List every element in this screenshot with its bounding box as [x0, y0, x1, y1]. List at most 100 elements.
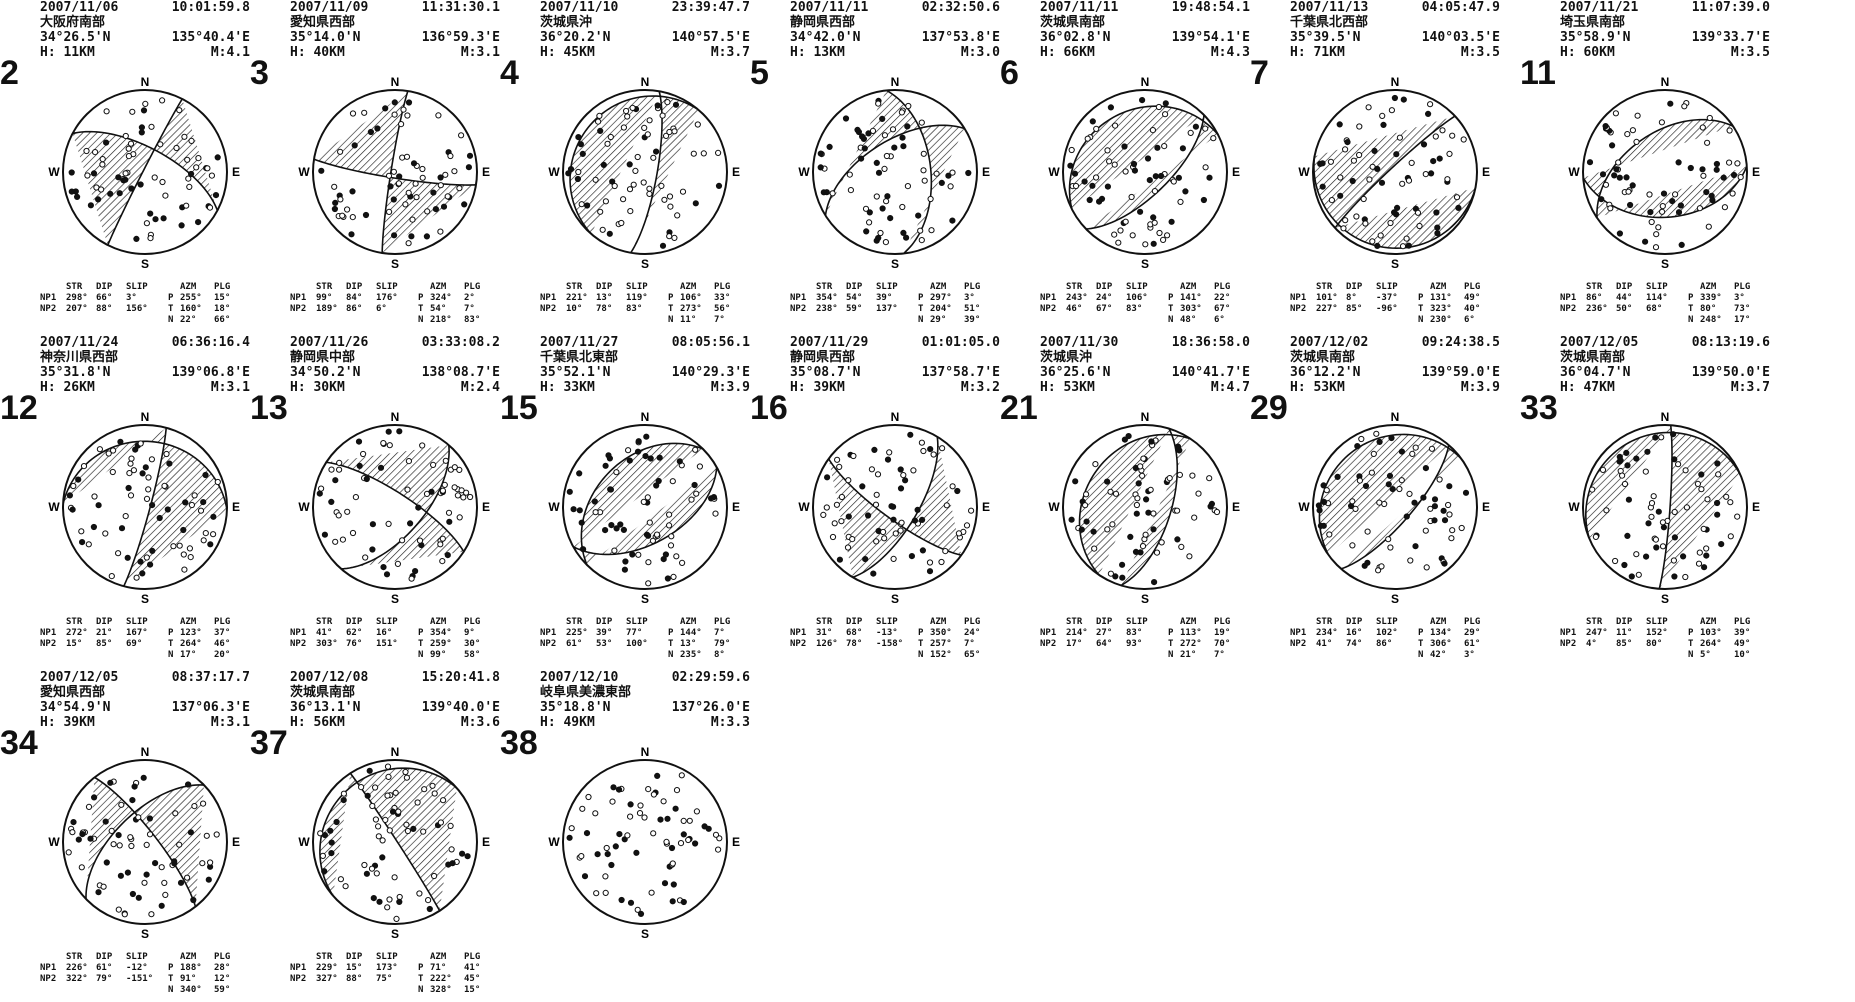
slip-header: SLIP	[876, 282, 898, 292]
compression-mark	[1714, 511, 1721, 518]
focal-sphere: NSW E	[298, 75, 490, 271]
dilatation-mark	[579, 805, 586, 812]
dilatation-mark	[1376, 499, 1383, 506]
dilatation-mark	[949, 169, 956, 176]
dilatation-mark	[693, 490, 700, 497]
np1-label: NP1	[1560, 628, 1577, 638]
p-azimuth: 339°	[1700, 293, 1722, 303]
compression-mark	[1374, 165, 1381, 173]
dilatation-mark	[404, 486, 411, 493]
compression-mark	[380, 564, 387, 571]
n-azimuth: 340°	[180, 985, 202, 995]
dilatation-mark	[1139, 543, 1147, 550]
compression-mark	[1371, 147, 1378, 155]
p-axis-label: P	[668, 293, 674, 303]
compression-mark	[1420, 494, 1427, 501]
dilatation-mark	[1176, 471, 1183, 479]
nodal-plane-1	[72, 130, 219, 211]
plg-header: PLG	[214, 952, 231, 962]
dilatation-mark	[669, 860, 676, 867]
compression-mark	[691, 481, 698, 489]
north-label: N	[891, 75, 900, 89]
east-label: E	[1232, 165, 1240, 179]
dilatation-mark	[125, 145, 132, 152]
compression-mark	[91, 794, 98, 801]
compression-mark	[1174, 443, 1182, 450]
p-plunge: 2°	[464, 293, 475, 303]
compression-mark	[376, 898, 383, 905]
dilatation-mark	[147, 235, 154, 242]
np1-slip: 39°	[876, 293, 893, 303]
dilatation-mark	[1104, 526, 1111, 533]
nodal-plane-2	[827, 458, 962, 556]
compression-mark	[1687, 164, 1694, 172]
np1-slip: -13°	[876, 628, 898, 638]
compression-mark	[1703, 189, 1710, 196]
np1-strike: 229°	[316, 963, 338, 973]
compression-mark	[142, 464, 149, 471]
dilatation-mark	[1147, 486, 1154, 493]
np2-dip: 78°	[596, 304, 613, 314]
dilatation-mark	[1403, 235, 1410, 242]
n-plunge: 10°	[1734, 650, 1751, 660]
np2-label: NP2	[290, 974, 307, 984]
dilatation-mark	[949, 483, 956, 490]
compression-mark	[581, 873, 589, 880]
compression-mark	[1078, 526, 1085, 533]
dilatation-mark	[673, 787, 681, 794]
event-region: 埼玉県南部	[1560, 15, 1626, 30]
dilatation-mark	[696, 463, 703, 470]
dilatation-mark	[151, 174, 158, 181]
compression-mark	[676, 458, 683, 465]
event-depth: H: 30KM	[290, 380, 345, 395]
north-label: N	[1661, 410, 1670, 424]
t-axis-label: T	[1688, 304, 1694, 314]
azm-header: AZM	[1430, 617, 1447, 627]
compression-mark	[1137, 208, 1144, 215]
compression-mark	[873, 237, 880, 244]
compression-mark	[576, 507, 583, 514]
compression-mark	[1436, 155, 1443, 162]
event-date: 2007/12/05	[1560, 335, 1639, 350]
compression-mark	[210, 513, 217, 520]
compression-mark	[1644, 448, 1651, 455]
compression-mark	[1708, 192, 1715, 199]
compression-mark	[627, 899, 635, 906]
azm-header: AZM	[930, 617, 947, 627]
dilatation-mark	[644, 494, 651, 501]
event-panel-33: 2007/12/05 08:13:19.6 茨城県南部 36°04.7'N 139°50…	[1520, 335, 1770, 660]
t-azimuth: 160°	[180, 304, 202, 314]
dilatation-mark	[384, 792, 391, 799]
dilatation-mark	[646, 519, 653, 526]
dilatation-mark	[890, 555, 897, 562]
dilatation-mark	[1213, 508, 1221, 516]
dilatation-mark	[1202, 125, 1209, 132]
compression-mark	[621, 566, 629, 573]
t-plunge: 7°	[464, 304, 475, 314]
t-plunge: 70°	[1214, 639, 1231, 649]
np1-strike: 86°	[1586, 293, 1603, 303]
dilatation-mark	[653, 531, 661, 538]
event-panel-6: 2007/11/11 19:48:54.1 茨城県南部 36°02.8'N 139°54…	[1000, 0, 1250, 325]
p-azimuth: 144°	[680, 628, 702, 638]
compression-mark	[122, 176, 129, 183]
event-date: 2007/11/09	[290, 0, 369, 15]
dilatation-mark	[402, 201, 409, 208]
dilatation-mark	[116, 842, 123, 849]
dilatation-mark	[831, 520, 838, 527]
np2-strike: 4°	[1586, 639, 1597, 649]
azm-header: AZM	[180, 282, 197, 292]
dilatation-mark	[645, 580, 652, 587]
dilatation-mark	[670, 573, 677, 580]
event-longitude: 139°59.0'E	[1421, 365, 1500, 380]
compression-mark	[692, 200, 699, 207]
event-longitude: 138°08.7'E	[421, 365, 500, 380]
np2-dip: 85°	[1346, 304, 1363, 314]
dilatation-mark	[448, 846, 455, 853]
dilatation-mark	[1648, 500, 1656, 507]
compression-mark	[1434, 224, 1441, 231]
compression-mark	[1386, 472, 1394, 480]
dilatation-mark	[603, 844, 610, 852]
dilatation-mark	[115, 906, 122, 913]
compression-mark	[879, 115, 886, 123]
